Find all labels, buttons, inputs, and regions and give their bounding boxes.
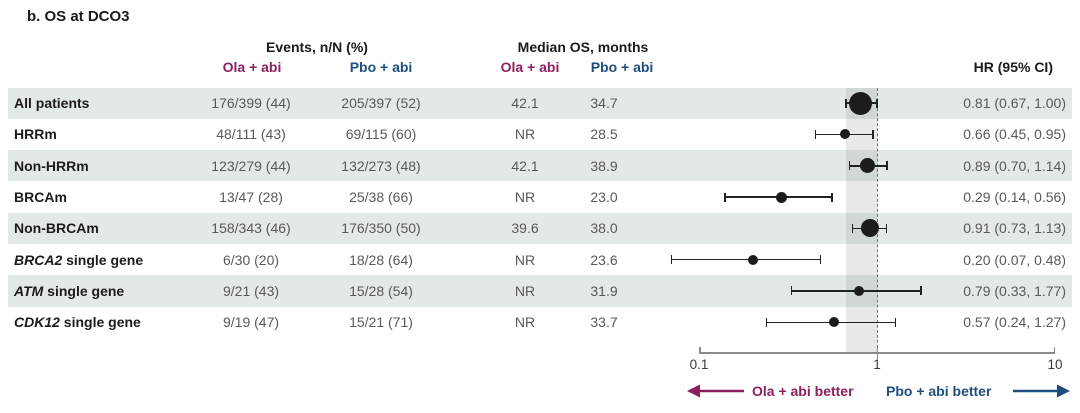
subgroup-row: HRRm 48/111 (43) 69/115 (60) NR 28.5 0.66 (0.…: [8, 119, 1072, 150]
median-pbo-value: 31.9: [590, 282, 618, 299]
gene-name: BRCA2: [14, 251, 63, 268]
events-pbo-value: 176/350 (50): [341, 220, 421, 237]
events-ola-value: 13/47 (28): [219, 189, 283, 206]
median-ola-value: 39.6: [511, 220, 539, 237]
axis-tick-min: [699, 347, 701, 353]
hr-ci-value: 0.66 (0.45, 0.95): [963, 126, 1066, 143]
subgroup-row: ATM single gene 9/21 (43) 15/28 (54) NR 31.9…: [8, 275, 1072, 307]
hr-ci-value: 0.29 (0.14, 0.56): [963, 189, 1066, 206]
median-pbo-value: 34.7: [590, 95, 618, 112]
median-ola-value: 42.1: [511, 95, 539, 112]
hr-ci-value: 0.20 (0.07, 0.48): [963, 251, 1066, 268]
median-ola-value: NR: [514, 189, 536, 206]
subgroup-row: Non-HRRm 123/279 (44) 132/273 (48) 42.1 38.9…: [8, 150, 1072, 182]
gene-name: CDK12: [14, 314, 60, 331]
subgroup-label: HRRm: [14, 126, 57, 143]
axis-tick-label-one: 1: [873, 357, 881, 372]
subgroup-label: All patients: [14, 95, 90, 112]
ola-better-arrow-icon: [687, 384, 744, 398]
events-pbo-value: 69/115 (60): [345, 126, 417, 143]
events-ola-value: 48/111 (43): [216, 126, 286, 143]
median-pbo-value: 28.5: [590, 126, 618, 143]
axis-tick-label-min: 0.1: [689, 357, 709, 372]
axis-tick-label-max: 10: [1047, 357, 1063, 372]
hr-column-header: HR (95% CI): [973, 59, 1053, 75]
events-pbo-value: 132/273 (48): [341, 157, 421, 174]
events-pbo-value: 15/21 (71): [349, 314, 413, 331]
median-ola-value: 42.1: [511, 157, 539, 174]
median-ola-arm-header: Ola + abi: [500, 59, 560, 75]
median-pbo-value: 33.7: [590, 314, 618, 331]
subgroup-label: CDK12 single gene: [14, 314, 141, 331]
median-pbo-value: 38.0: [590, 220, 618, 237]
median-ola-value: NR: [514, 282, 536, 299]
hr-ci-value: 0.57 (0.24, 1.27): [963, 314, 1066, 331]
median-ola-value: NR: [514, 251, 536, 268]
median-ola-value: NR: [514, 126, 536, 143]
events-ola-arm-header: Ola + abi: [222, 59, 282, 75]
x-axis-line: [699, 352, 1055, 354]
events-pbo-value: 25/38 (66): [349, 189, 413, 206]
events-ola-value: 123/279 (44): [211, 157, 291, 174]
gene-name: ATM: [14, 282, 44, 299]
pbo-better-arrow-icon: [1013, 384, 1070, 398]
axis-tick-one: [876, 347, 878, 359]
subgroup-row: BRCAm 13/47 (28) 25/38 (66) NR 23.0 0.29 (0.1…: [8, 181, 1072, 212]
figure-title: b. OS at DCO3: [27, 8, 130, 25]
events-ola-value: 158/343 (46): [211, 220, 291, 237]
median-pbo-value: 38.9: [590, 157, 618, 174]
events-ola-value: 9/19 (47): [222, 314, 280, 331]
subgroup-row: All patients 176/399 (44) 205/397 (52) 42.1…: [8, 87, 1072, 119]
hr-ci-value: 0.89 (0.70, 1.14): [963, 157, 1066, 174]
median-pbo-value: 23.6: [590, 251, 618, 268]
events-ola-value: 9/21 (43): [222, 282, 280, 299]
subgroup-label: Non-HRRm: [14, 157, 89, 174]
events-pbo-value: 18/28 (64): [349, 251, 413, 268]
events-column-group-header: Events, n/N (%): [266, 39, 368, 55]
subgroup-label: BRCA2 single gene: [14, 251, 144, 268]
hr-ci-value: 0.91 (0.73, 1.13): [963, 220, 1066, 237]
hr-ci-value: 0.79 (0.33, 1.77): [963, 282, 1066, 299]
subgroup-label: Non-BRCAm: [14, 220, 99, 237]
events-ola-value: 176/399 (44): [211, 95, 291, 112]
events-pbo-value: 15/28 (54): [349, 282, 413, 299]
median-pbo-value: 23.0: [590, 189, 618, 206]
ola-better-label: Ola + abi better: [752, 383, 854, 399]
median-ola-value: NR: [514, 314, 536, 331]
events-pbo-value: 205/397 (52): [341, 95, 421, 112]
subgroup-row: CDK12 single gene 9/19 (47) 15/21 (71) NR 33…: [8, 307, 1072, 338]
median-column-group-header: Median OS, months: [517, 39, 649, 55]
axis-tick-max: [1053, 347, 1055, 353]
hr-ci-value: 0.81 (0.67, 1.00): [963, 95, 1066, 112]
subgroup-label: ATM single gene: [14, 282, 125, 299]
pbo-better-label: Pbo + abi better: [886, 383, 992, 399]
events-pbo-arm-header: Pbo + abi: [349, 59, 413, 75]
median-pbo-arm-header: Pbo + abi: [590, 59, 654, 75]
subgroup-label: BRCAm: [14, 189, 67, 206]
events-ola-value: 6/30 (20): [222, 251, 280, 268]
subgroup-row: BRCA2 single gene 6/30 (20) 18/28 (64) NR 23…: [8, 244, 1072, 275]
subgroup-row: Non-BRCAm 158/343 (46) 176/350 (50) 39.6 38.…: [8, 212, 1072, 244]
